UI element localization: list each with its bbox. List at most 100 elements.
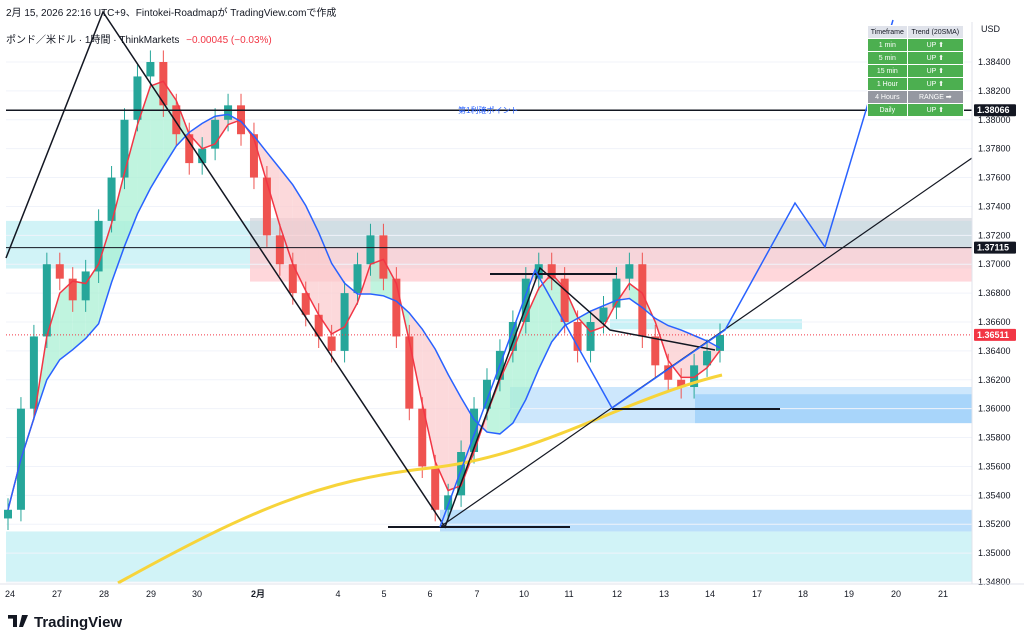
ma-fill [318,232,332,335]
time-tick-label: 13 [659,589,669,599]
ma-fill [486,379,500,434]
time-tick-label: 5 [381,589,386,599]
price-label-box [974,241,1016,254]
candle-body [4,509,12,519]
ma-fill [150,81,164,189]
forecast-path [439,19,894,528]
candle-body [55,264,64,279]
price-tick-label: 1.36200 [978,375,1011,385]
ma-fill [435,349,449,491]
tradingview-logo[interactable]: TradingView [8,614,122,631]
time-tick-label: 4 [335,589,340,599]
time-axis: 24 27 28 29 30 2月 4 5 6 7 10 11 12 13 14 17 18 19 20 21 [0,583,1024,599]
candle-body [94,220,103,272]
trend-value: UP ⬆ [906,51,965,65]
candle-body [198,148,207,164]
ma-fill [46,293,60,380]
candle-body [716,335,724,351]
candle-body [159,62,168,106]
candle-body [405,336,414,409]
chart-header: 2月 15, 2026 22:16 UTC+9、Fintokei-Roadmap… [6,4,336,46]
symbol-line: ポンド／米ドル · 1時間 · ThinkMarkets −0.00045 (−… [6,31,336,46]
time-tick-label: 19 [844,589,854,599]
currency-label: USD [981,24,1001,34]
ma-long-line [117,373,723,585]
price-tick-label: 1.37400 [978,201,1011,211]
time-tick-label: 10 [519,589,529,599]
ma-fill [124,124,138,247]
trend-value: UP ⬆ [906,77,965,91]
candle-body [625,264,634,279]
candle-body [146,62,155,77]
trend-header-timeframe: Timeframe [867,25,908,39]
candle-body [81,271,90,301]
candle-body [301,293,310,315]
candles-layer [4,50,724,530]
support-zone-bottom [6,531,972,582]
price-tick-label: 1.35600 [978,461,1011,471]
candle-body [120,119,129,178]
candle-body [612,278,621,308]
candle-body [482,379,491,409]
candle-body [599,307,608,322]
ma-fill [266,152,280,226]
candle-body [586,322,595,351]
ma-fill [409,312,423,404]
candle-body [638,264,647,337]
price-tick-label: 1.37000 [978,259,1011,269]
candle-body [107,177,116,221]
trend-row: 15 min UP ⬆ [867,64,965,78]
candle-body [29,336,38,409]
candle-body [353,264,362,294]
price-tick-label: 1.36000 [978,404,1011,414]
price-tick-label: 1.37800 [978,144,1011,154]
time-tick-label: 29 [146,589,156,599]
price-tick-label: 1.38400 [978,57,1011,67]
zigzag-line [5,10,716,529]
candle-body [547,264,556,279]
support-zone-lower [440,509,972,532]
candle-body [366,235,375,265]
time-tick-label: 14 [705,589,715,599]
time-tick-label: 17 [752,589,762,599]
candle-body [68,278,77,301]
time-tick-label: 28 [99,589,109,599]
candle-body [431,466,440,510]
candle-body [42,264,51,337]
candle-body [340,293,349,351]
time-tick-label: 7 [474,589,479,599]
price-label: 1.36511 [977,330,1009,340]
price-tick-label: 1.37200 [978,230,1011,240]
ma-fill [59,281,73,360]
ma-fill [279,168,293,265]
ma-fill [538,273,552,369]
candle-body [664,365,673,380]
trend-row: Daily UP ⬆ [867,103,965,117]
trend-header-trend: Trend (20SMA) [906,25,965,39]
ma-fill [305,205,319,315]
trend-tf: 1 min [867,38,908,52]
time-tick-label: 20 [891,589,901,599]
price-label-box [974,104,1016,117]
ma-fill [98,223,112,324]
time-tick-label: 30 [192,589,202,599]
trend-row: 1 Hour UP ⬆ [867,77,965,91]
candle-body [275,235,284,265]
time-tick-label: 27 [52,589,62,599]
candle-body [249,134,258,178]
candle-body [651,336,660,366]
trend-row: 5 min UP ⬆ [867,51,965,65]
trend-table: Timeframe Trend (20SMA) 1 min UP ⬆ 5 min… [867,25,965,117]
creation-info: 2月 15, 2026 22:16 UTC+9、Fintokei-Roadmap… [6,8,337,19]
candle-body [444,495,453,510]
price-axis: 1.38400 1.38200 1.38000 1.37800 1.37600 1.374… [971,22,1016,587]
candle-body [133,76,142,120]
candle-body [379,235,388,279]
trend-value: UP ⬆ [906,64,965,78]
ma-fill [189,123,203,149]
time-tick-label: 18 [798,589,808,599]
take-profit-label: 第1利確ポイント [458,105,518,115]
trend-tf: 1 Hour [867,77,908,91]
candle-body [457,452,466,496]
